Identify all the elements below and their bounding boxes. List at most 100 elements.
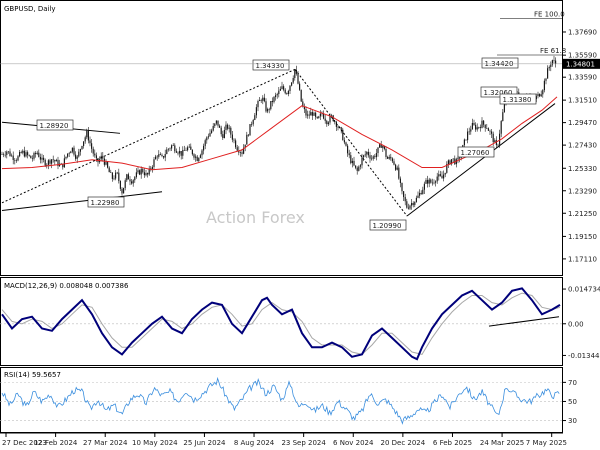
candle-body — [190, 146, 192, 150]
candle-body — [241, 152, 243, 154]
candle-body — [230, 127, 232, 135]
candle-body — [471, 122, 473, 130]
candle-body — [1, 154, 3, 155]
price-tick-label: 1.31510 — [568, 97, 597, 105]
candle-body — [92, 148, 94, 154]
candle-body — [555, 60, 557, 64]
candle-body — [172, 145, 174, 146]
price-label-box — [36, 119, 74, 131]
candle-body — [356, 167, 358, 171]
candle-body — [75, 154, 77, 159]
x-tick-label: 7 May 2025 — [526, 439, 567, 447]
candle-body — [204, 140, 206, 146]
candle-body — [374, 156, 376, 158]
candle-body — [391, 158, 393, 162]
candle-body — [175, 151, 177, 153]
candle-body — [259, 100, 261, 102]
candle-body — [118, 172, 120, 182]
price-tick-label: 1.23290 — [568, 187, 597, 195]
candle-body — [278, 90, 280, 95]
candle-body — [91, 143, 93, 149]
candle-body — [182, 149, 184, 156]
candle-body — [347, 145, 349, 154]
price-label-box — [499, 93, 537, 105]
candle-body — [129, 179, 131, 182]
price-label-box — [457, 146, 495, 158]
candle-body — [444, 172, 446, 175]
candle-body — [441, 175, 443, 179]
candle-body — [409, 205, 411, 209]
candle-body — [283, 86, 285, 90]
candle-body — [451, 159, 453, 165]
candle-body — [375, 153, 377, 158]
price-label: 1.20990 — [373, 222, 402, 230]
candle-body — [14, 159, 16, 161]
candle-body — [428, 179, 430, 184]
candle-body — [489, 130, 491, 132]
candle-body — [164, 154, 166, 158]
candle-body — [299, 83, 301, 90]
candle-body — [542, 90, 544, 95]
candle-body — [31, 158, 33, 159]
candle-body — [540, 94, 542, 97]
candle-body — [406, 201, 408, 208]
macd-support-line — [488, 316, 560, 327]
candle-body — [383, 145, 385, 149]
candle-body — [399, 178, 401, 183]
candle-body — [135, 172, 137, 178]
candle-body — [19, 152, 21, 157]
candle-body — [353, 160, 355, 166]
candle-body — [79, 149, 81, 152]
candle-body — [7, 151, 9, 153]
trend-line — [1, 191, 163, 211]
candle-body — [348, 153, 350, 156]
candle-body — [76, 156, 78, 159]
candle-body — [52, 159, 54, 161]
candle-body — [238, 150, 240, 153]
candle-body — [6, 151, 8, 155]
candle-body — [454, 158, 456, 165]
candle-body — [415, 197, 417, 202]
candle-body — [105, 162, 107, 165]
candle-body — [207, 136, 209, 138]
x-tick-label: 12 Feb 2024 — [34, 439, 78, 447]
candle-body — [447, 160, 449, 165]
candle-body — [44, 159, 46, 166]
candle-body — [84, 137, 86, 142]
candle-body — [233, 139, 235, 141]
macd-tick-label: -0.013442 — [568, 352, 600, 360]
candle-body — [107, 162, 109, 168]
candle-body — [332, 115, 334, 122]
candle-body — [89, 140, 91, 144]
candle-body — [148, 168, 150, 175]
x-tick-label: 23 Sep 2024 — [281, 439, 326, 447]
candle-body — [142, 168, 144, 173]
candle-body — [35, 153, 37, 154]
candle-body — [137, 170, 139, 173]
price-label: 1.27060 — [461, 149, 490, 157]
candle-body — [150, 168, 152, 170]
candle-body — [70, 151, 72, 154]
candle-body — [243, 147, 245, 154]
candle-body — [401, 182, 403, 192]
candle-body — [119, 181, 121, 189]
candle-body — [46, 164, 48, 166]
candle-body — [94, 153, 96, 156]
candle-body — [295, 69, 297, 74]
candle-body — [231, 134, 233, 140]
candle-body — [263, 97, 265, 102]
candle-body — [51, 159, 53, 164]
candle-body — [503, 104, 505, 113]
candle-body — [113, 178, 115, 180]
candle-body — [367, 151, 369, 156]
candle-body — [163, 156, 165, 158]
candle-body — [483, 120, 485, 125]
watermark: Action Forex — [206, 208, 305, 227]
candle-body — [179, 151, 181, 154]
candle-body — [412, 203, 414, 205]
price-tick-label: 1.29470 — [568, 119, 597, 127]
price-tick-label: 1.33590 — [568, 74, 597, 82]
main-panel-title: GBPUSD, Daily — [4, 5, 56, 13]
candle-body — [431, 182, 433, 184]
candle-body — [308, 114, 310, 116]
